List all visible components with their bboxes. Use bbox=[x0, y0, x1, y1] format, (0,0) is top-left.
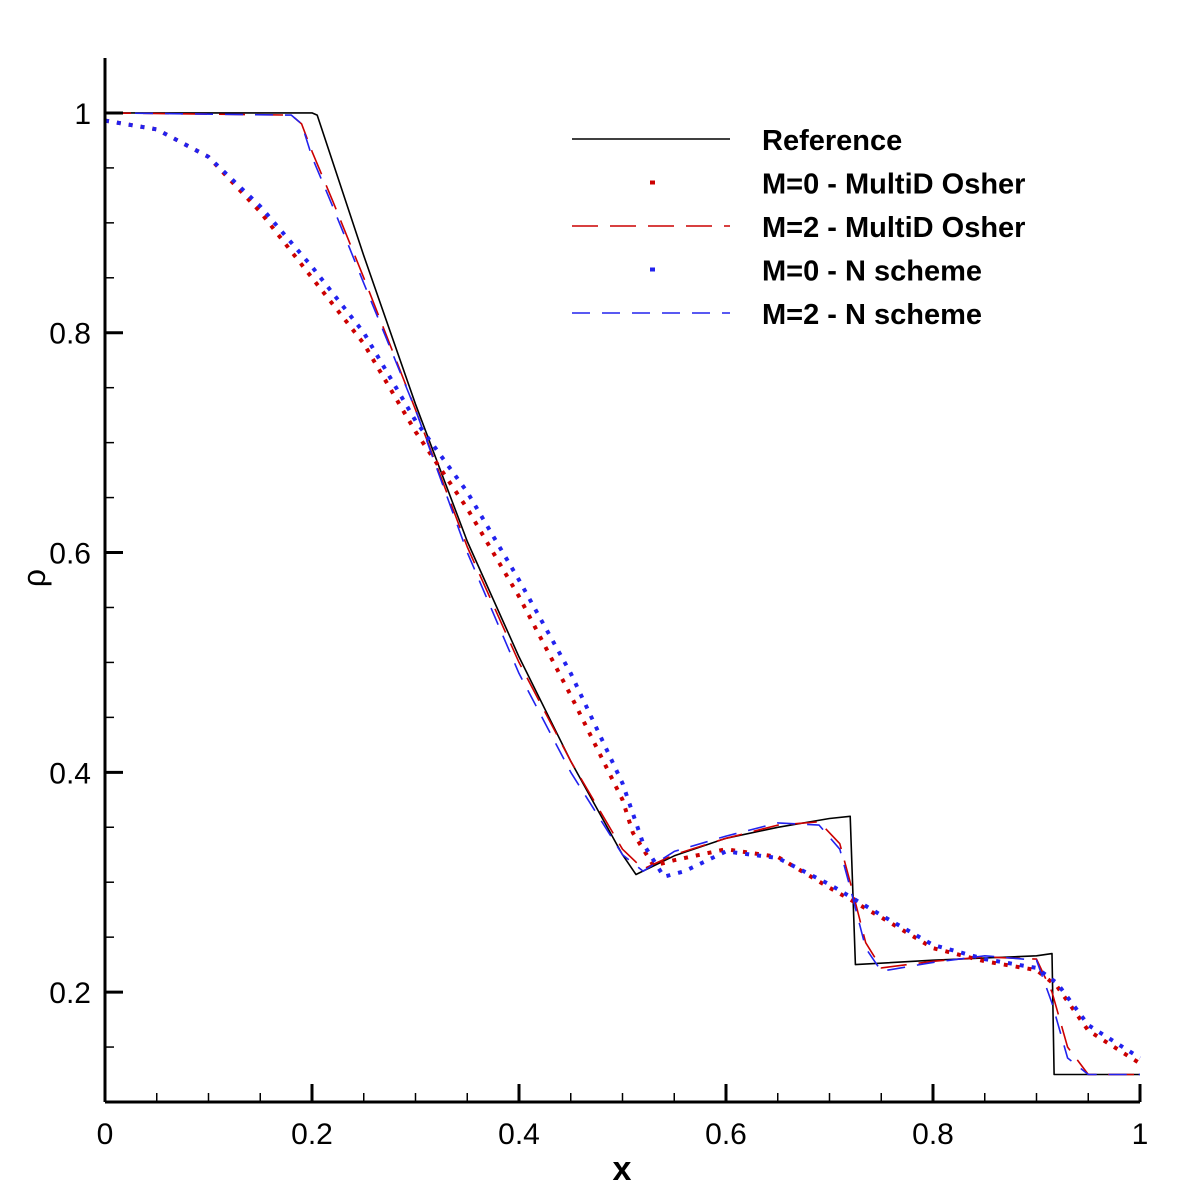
x-tick-label: 0 bbox=[97, 1118, 114, 1151]
y-tick-label: 1 bbox=[74, 98, 91, 131]
series-line-3 bbox=[104, 112, 1140, 1076]
legend-label-4: M=0 - N scheme bbox=[762, 256, 982, 288]
legend: Reference M=0 - MultiD Osher M=2 - MultiD … bbox=[572, 125, 1025, 331]
x-tick-label: 1 bbox=[1132, 1118, 1149, 1151]
series-line-1 bbox=[105, 112, 1140, 1076]
x-tick-label: 0.2 bbox=[291, 1118, 333, 1151]
legend-label-1: Reference bbox=[762, 125, 902, 157]
series-line-5 bbox=[104, 112, 1140, 1076]
legend-label-2: M=0 - MultiD Osher bbox=[762, 169, 1025, 201]
x-tick-label: 0.6 bbox=[705, 1118, 747, 1151]
x-axis-title: x bbox=[613, 1150, 632, 1188]
legend-label-3: M=2 - MultiD Osher bbox=[762, 212, 1025, 244]
y-tick-label: 0.8 bbox=[49, 318, 91, 351]
axes: 0 0.2 0.4 0.6 0.8 1 0.2 0.4 0.6 0.8 1 bbox=[49, 58, 1148, 1151]
series-line-2 bbox=[104, 118, 1142, 1066]
y-tick-label: 0.6 bbox=[49, 538, 91, 571]
y-axis-title: ρ bbox=[16, 569, 52, 587]
x-tick-label: 0.4 bbox=[498, 1118, 540, 1151]
legend-label-5: M=2 - N scheme bbox=[762, 299, 982, 331]
x-tick-label: 0.8 bbox=[912, 1118, 954, 1151]
y-tick-label: 0.4 bbox=[49, 757, 91, 790]
y-tick-label: 0.2 bbox=[49, 977, 91, 1010]
series-line-4 bbox=[104, 118, 1142, 1060]
series-layer bbox=[104, 112, 1142, 1076]
